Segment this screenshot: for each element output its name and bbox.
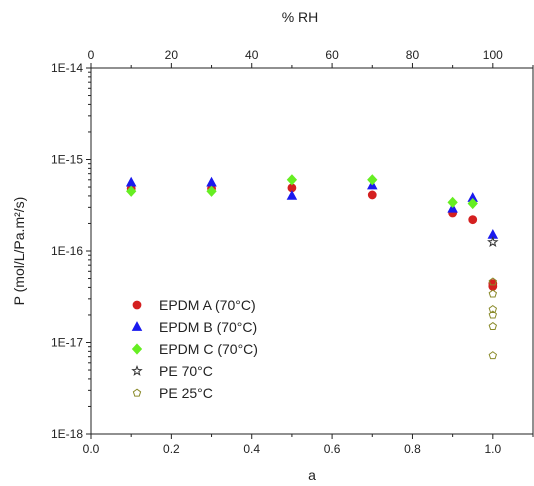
top-tick-label: 100	[483, 48, 503, 62]
x-tick-label: 0.8	[404, 442, 421, 456]
x-tick-label: 0.0	[83, 442, 100, 456]
legend-label: PE 25°C	[159, 385, 213, 401]
data-point	[447, 196, 458, 208]
y-axis-title: P (mol/L/Pa.m²/s)	[11, 197, 27, 306]
y-tick-label: 1E-16	[51, 244, 83, 258]
data-point	[206, 185, 217, 197]
data-point	[488, 289, 498, 298]
legend-marker	[132, 388, 142, 397]
data-point	[467, 197, 478, 210]
x-tick-label: 0.2	[163, 442, 180, 456]
data-point	[488, 321, 498, 330]
plot-frame	[90, 67, 534, 435]
series-4	[488, 277, 498, 360]
y-tick-label: 1E-18	[51, 427, 83, 441]
top-tick-label: 0	[88, 48, 95, 62]
data-point	[286, 174, 298, 186]
legend-marker	[132, 300, 142, 310]
data-point	[487, 236, 499, 248]
legend-marker	[131, 321, 143, 331]
legend-label: EPDM A (70°C)	[159, 297, 256, 313]
top-tick-label: 80	[406, 48, 420, 62]
data-point	[488, 277, 498, 286]
series-1	[125, 176, 499, 239]
x-tick-label: 1.0	[484, 442, 501, 456]
legend-marker	[131, 343, 143, 355]
x-axis-title: a	[308, 467, 316, 483]
top-tick-label: 60	[325, 48, 339, 62]
data-point	[206, 176, 217, 187]
data-point	[286, 190, 298, 200]
y-tick-label: 1E-14	[51, 61, 83, 75]
top-tick-label: 20	[165, 48, 179, 62]
data-point	[488, 351, 498, 360]
legend: EPDM A (70°C) EPDM B (70°C) EPDM C (70°C) P…	[131, 297, 258, 401]
data-point	[468, 215, 478, 225]
top-tick-label: 40	[245, 48, 259, 62]
series-3	[487, 236, 499, 248]
data-point	[126, 185, 137, 197]
legend-label: EPDM C (70°C)	[159, 341, 258, 357]
series-0	[126, 183, 498, 291]
y-tick-label: 1E-17	[51, 336, 83, 350]
x-tick-label: 0.6	[324, 442, 341, 456]
data-point	[367, 174, 378, 186]
data-point	[125, 176, 137, 187]
series-2	[126, 174, 478, 210]
top-axis-title: % RH	[282, 9, 319, 25]
data-point	[488, 304, 498, 313]
legend-marker	[131, 364, 143, 376]
legend-label: PE 70°C	[159, 363, 213, 379]
x-tick-label: 0.4	[243, 442, 260, 456]
data-point	[488, 310, 498, 319]
legend-label: EPDM B (70°C)	[159, 319, 257, 335]
data-point	[367, 190, 377, 200]
y-tick-label: 1E-15	[51, 153, 83, 167]
